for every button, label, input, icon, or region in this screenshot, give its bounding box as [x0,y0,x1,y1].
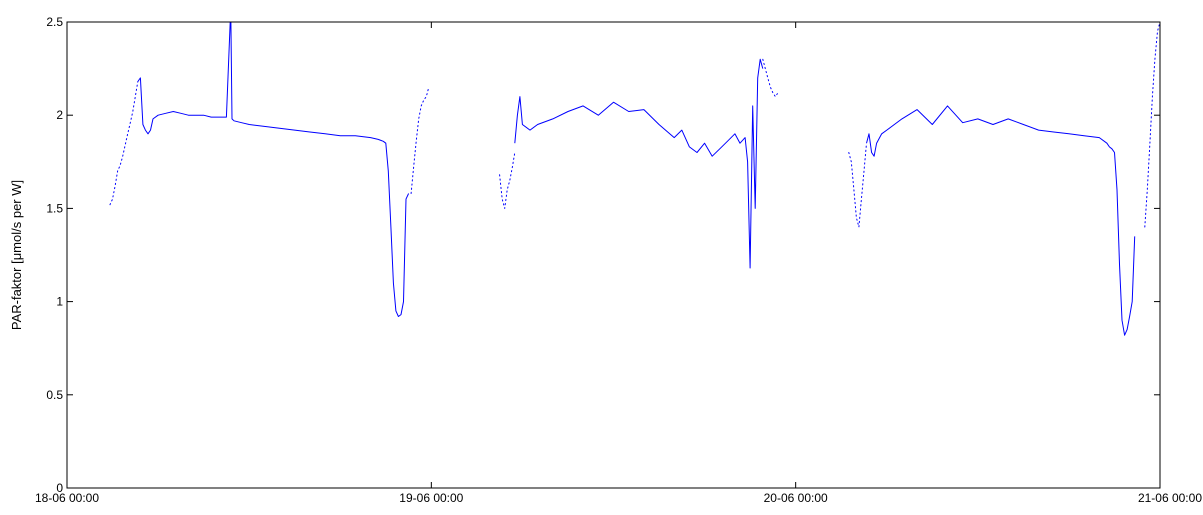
dotted-segment [410,86,430,194]
dotted-segment [499,152,516,209]
x-tick-label: 19-06 00:00 [399,491,463,505]
axis-ticks [66,21,1161,489]
plot-area-frame [66,21,1161,489]
solid-series [137,21,1136,336]
dotted-segment [109,81,139,206]
y-tick-label: 0.5 [46,388,63,402]
y-axis-label: PAR-faktor [μmol/s per W] [9,180,24,330]
y-tick-label: 0 [56,481,63,495]
dotted-segment [1144,21,1161,228]
dotted-segment [762,58,779,98]
y-tick-label: 1 [56,295,63,309]
dotted-series [109,21,1161,228]
solid-segment [514,58,764,269]
solid-segment [866,105,1136,336]
y-tick-label: 2 [56,108,63,122]
x-tick-label: 20-06 00:00 [764,491,828,505]
x-tick-label: 18-06 00:00 [35,491,99,505]
series-lines [109,21,1161,336]
x-tick-label: 21-06 00:00 [1138,491,1202,505]
axis-tick-labels: 0 0.5 1 1.5 2 2.5 18-06 00:00 19-06 00:00 20-06 … [35,15,1202,505]
y-tick-label: 1.5 [46,201,63,215]
solid-segment [137,21,410,317]
y-tick-label: 2.5 [46,15,63,29]
dotted-segment [848,142,867,228]
